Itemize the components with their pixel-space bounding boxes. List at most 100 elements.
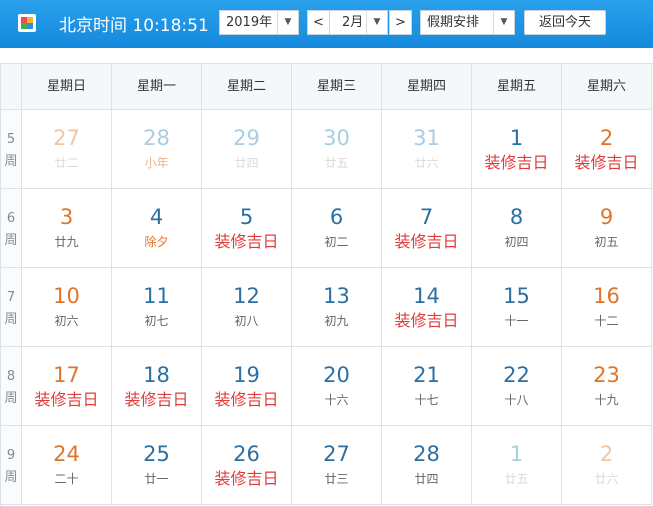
day-cell[interactable]: 21 十七 (382, 347, 472, 426)
auspicious-label: 装修吉日 (214, 390, 279, 409)
auspicious-label: 装修吉日 (34, 390, 99, 409)
day-cell[interactable]: 4 除夕 (112, 189, 202, 268)
day-number: 30 (323, 126, 350, 150)
day-number: 19 (233, 363, 260, 387)
day-cell[interactable]: 26 装修吉日 (202, 426, 292, 505)
day-number: 14 (413, 284, 440, 308)
day-cell[interactable]: 30 廿五 (292, 110, 382, 189)
day-cell[interactable]: 25 廿一 (112, 426, 202, 505)
day-cell[interactable]: 15 十一 (472, 268, 562, 347)
day-cell[interactable]: 31 廿六 (382, 110, 472, 189)
week-label: 周 (4, 470, 18, 485)
lunar-label: 初八 (234, 314, 259, 328)
auspicious-label: 装修吉日 (214, 232, 279, 251)
day-cell[interactable]: 16 十二 (562, 268, 652, 347)
day-cell[interactable]: 29 廿四 (202, 110, 292, 189)
day-number: 31 (413, 126, 440, 150)
week-label: 周 (4, 154, 18, 169)
day-cell[interactable]: 1 装修吉日 (472, 110, 562, 189)
next-text: > (395, 15, 406, 30)
calendar-grid: 星期日 星期一 星期二 星期三 星期四 星期五 星期六 5 周 27 廿二 28 小年 29 廿四 30 廿五 3… (0, 63, 653, 506)
lunar-label: 廿六 (594, 472, 619, 486)
day-cell[interactable]: 13 初九 (292, 268, 382, 347)
month-text: 2月 (342, 15, 364, 30)
day-cell[interactable]: 12 初八 (202, 268, 292, 347)
day-cell[interactable]: 20 十六 (292, 347, 382, 426)
day-number: 12 (233, 284, 260, 308)
day-cell[interactable]: 6 初二 (292, 189, 382, 268)
auspicious-label: 装修吉日 (394, 232, 459, 251)
day-number: 17 (53, 363, 80, 387)
day-cell[interactable]: 1 廿五 (472, 426, 562, 505)
lunar-label: 初二 (324, 235, 349, 249)
day-cell[interactable]: 11 初七 (112, 268, 202, 347)
clock-title: 北京时间 10:18:51 (59, 16, 209, 36)
day-cell[interactable]: 18 装修吉日 (112, 347, 202, 426)
dropdown-arrow: ▼ (277, 11, 298, 34)
holiday-select[interactable]: 假期安排 ▼ (420, 10, 515, 35)
lunar-label: 初五 (594, 235, 619, 249)
day-cell[interactable]: 2 装修吉日 (562, 110, 652, 189)
dropdown-arrow: ▼ (493, 11, 514, 34)
week-number: 7 (6, 290, 16, 305)
day-cell[interactable]: 27 廿三 (292, 426, 382, 505)
day-number: 9 (599, 205, 614, 229)
day-cell[interactable]: 10 初六 (22, 268, 112, 347)
day-number: 4 (149, 205, 164, 229)
weekday-header: 星期一 (112, 64, 202, 110)
year-text: 2019年 (226, 15, 273, 30)
day-cell[interactable]: 7 装修吉日 (382, 189, 472, 268)
day-cell[interactable]: 14 装修吉日 (382, 268, 472, 347)
day-number: 1 (509, 442, 524, 466)
weekday-header: 星期四 (382, 64, 472, 110)
day-number: 26 (233, 442, 260, 466)
today-button[interactable]: 返回今天 (524, 10, 606, 35)
day-number: 18 (143, 363, 170, 387)
lunar-label: 廿五 (504, 472, 529, 486)
lunar-label: 初六 (54, 314, 79, 328)
lunar-label: 十九 (594, 393, 619, 407)
day-cell[interactable]: 19 装修吉日 (202, 347, 292, 426)
month-select[interactable]: 2月 ▼ (329, 10, 388, 35)
lunar-label: 廿四 (414, 472, 439, 486)
day-cell[interactable]: 24 二十 (22, 426, 112, 505)
day-cell[interactable]: 8 初四 (472, 189, 562, 268)
day-cell[interactable]: 17 装修吉日 (22, 347, 112, 426)
day-number: 3 (59, 205, 74, 229)
day-cell[interactable]: 3 廿九 (22, 189, 112, 268)
day-number: 13 (323, 284, 350, 308)
day-number: 16 (593, 284, 620, 308)
dropdown-arrow: ▼ (366, 11, 387, 34)
lunar-label: 除夕 (144, 235, 169, 249)
day-cell[interactable]: 27 廿二 (22, 110, 112, 189)
weekday-header: 星期六 (562, 64, 652, 110)
header-bar: 北京时间 10:18:51 2019年 ▼ < 2月 ▼ > 假期安排 ▼ 返回今天 (0, 0, 653, 48)
day-cell[interactable]: 2 廿六 (562, 426, 652, 505)
day-cell[interactable]: 5 装修吉日 (202, 189, 292, 268)
auspicious-label: 装修吉日 (484, 153, 549, 172)
lunar-label: 初九 (324, 314, 349, 328)
day-cell[interactable]: 22 十八 (472, 347, 562, 426)
year-select[interactable]: 2019年 ▼ (219, 10, 299, 35)
week-number: 9 (6, 448, 16, 463)
next-button[interactable]: > (389, 10, 412, 35)
day-cell[interactable]: 23 十九 (562, 347, 652, 426)
day-cell[interactable]: 9 初五 (562, 189, 652, 268)
weekday-header: 星期二 (202, 64, 292, 110)
lunar-label: 初四 (504, 235, 529, 249)
day-number: 1 (509, 126, 524, 150)
day-number: 22 (503, 363, 530, 387)
prev-button[interactable]: < (307, 10, 330, 35)
lunar-label: 廿二 (54, 156, 79, 170)
day-cell[interactable]: 28 小年 (112, 110, 202, 189)
lunar-label: 十一 (504, 314, 529, 328)
week-number: 5 (6, 132, 16, 147)
day-cell[interactable]: 28 廿四 (382, 426, 472, 505)
auspicious-label: 装修吉日 (124, 390, 189, 409)
lunar-label: 廿九 (54, 235, 79, 249)
day-number: 28 (413, 442, 440, 466)
